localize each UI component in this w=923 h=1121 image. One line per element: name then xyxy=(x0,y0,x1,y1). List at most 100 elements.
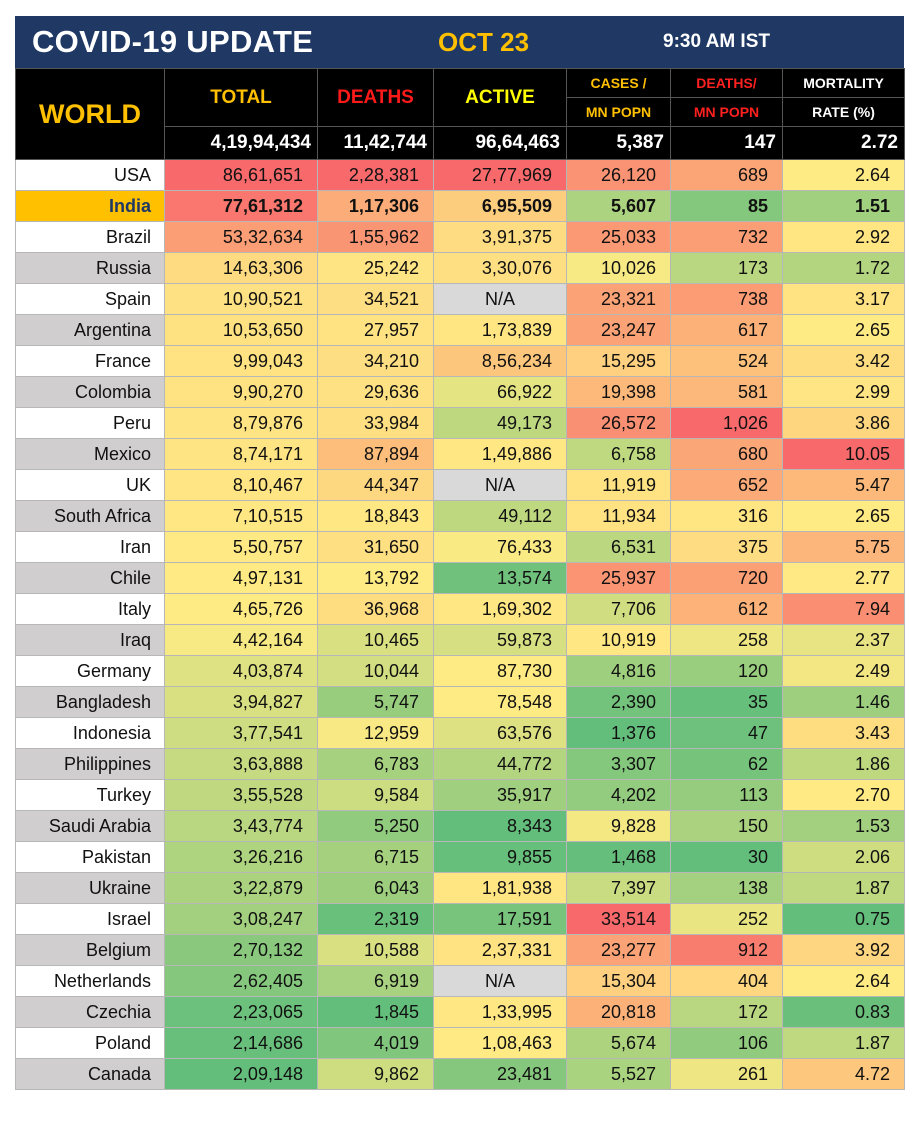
cell-total: 5,50,757 xyxy=(164,531,318,563)
cell-active: 1,49,886 xyxy=(433,438,567,470)
cell-mortality: 1.53 xyxy=(782,810,905,842)
table-row: Spain 10,90,521 34,521 N/A 23,321 738 3.17 xyxy=(15,283,905,315)
cell-deaths-per-mn: 524 xyxy=(670,345,783,377)
cell-deaths-per-mn: 172 xyxy=(670,996,783,1028)
country-name: Canada xyxy=(15,1058,165,1090)
cell-deaths: 31,650 xyxy=(317,531,434,563)
page-title: COVID-19 UPDATE xyxy=(32,24,314,59)
country-name: Peru xyxy=(15,407,165,439)
cell-cases-per-mn: 33,514 xyxy=(566,903,671,935)
cell-cases-per-mn: 19,398 xyxy=(566,376,671,408)
cell-active: N/A xyxy=(433,965,567,997)
table-row: Colombia 9,90,270 29,636 66,922 19,398 581 2.9… xyxy=(15,376,905,408)
cell-mortality: 2.64 xyxy=(782,965,905,997)
cell-deaths-per-mn: 35 xyxy=(670,686,783,718)
cell-total: 3,26,216 xyxy=(164,841,318,873)
table-row: Russia 14,63,306 25,242 3,30,076 10,026 173 1.… xyxy=(15,252,905,284)
cell-cases-per-mn: 23,247 xyxy=(566,314,671,346)
cell-mortality: 1.72 xyxy=(782,252,905,284)
cell-deaths-per-mn: 732 xyxy=(670,221,783,253)
cell-deaths: 1,55,962 xyxy=(317,221,434,253)
country-name: Germany xyxy=(15,655,165,687)
cell-active: 78,548 xyxy=(433,686,567,718)
cell-cases-per-mn: 1,376 xyxy=(566,717,671,749)
country-name: Philippines xyxy=(15,748,165,780)
world-total: 4,19,94,434 xyxy=(164,126,318,160)
country-name: Ukraine xyxy=(15,872,165,904)
table-row: South Africa 7,10,515 18,843 49,112 11,934 31… xyxy=(15,500,905,532)
cell-deaths: 27,957 xyxy=(317,314,434,346)
country-name: Colombia xyxy=(15,376,165,408)
cell-active: 8,343 xyxy=(433,810,567,842)
cell-deaths-per-mn: 120 xyxy=(670,655,783,687)
cell-total: 3,63,888 xyxy=(164,748,318,780)
table-row: Germany 4,03,874 10,044 87,730 4,816 120 2.49 xyxy=(15,655,905,687)
country-name: Bangladesh xyxy=(15,686,165,718)
table-row: Czechia 2,23,065 1,845 1,33,995 20,818 172 0.8… xyxy=(15,996,905,1028)
cell-total: 2,23,065 xyxy=(164,996,318,1028)
cell-deaths-per-mn: 252 xyxy=(670,903,783,935)
cell-active: 9,855 xyxy=(433,841,567,873)
table-row: France 9,99,043 34,210 8,56,234 15,295 524 3.4… xyxy=(15,345,905,377)
cell-active: 76,433 xyxy=(433,531,567,563)
cell-deaths-per-mn: 738 xyxy=(670,283,783,315)
cell-mortality: 3.92 xyxy=(782,934,905,966)
table-row: USA 86,61,651 2,28,381 27,77,969 26,120 689 2.… xyxy=(15,159,905,191)
header-row-bottom: MN POPN MN POPN RATE (%) xyxy=(16,97,905,127)
cell-cases-per-mn: 25,937 xyxy=(566,562,671,594)
cell-active: 1,33,995 xyxy=(433,996,567,1028)
cell-deaths: 10,044 xyxy=(317,655,434,687)
cell-cases-per-mn: 5,674 xyxy=(566,1027,671,1059)
cell-total: 53,32,634 xyxy=(164,221,318,253)
cell-total: 3,77,541 xyxy=(164,717,318,749)
cell-cases-per-mn: 6,758 xyxy=(566,438,671,470)
cell-active: 3,30,076 xyxy=(433,252,567,284)
cell-total: 4,65,726 xyxy=(164,593,318,625)
world-deaths-per-mn: 147 xyxy=(670,126,783,160)
cell-mortality: 3.42 xyxy=(782,345,905,377)
cell-mortality: 1.87 xyxy=(782,872,905,904)
table-row: Belgium 2,70,132 10,588 2,37,331 23,277 912 3.… xyxy=(15,934,905,966)
report-time: 9:30 AM IST xyxy=(663,31,770,52)
cell-deaths-per-mn: 173 xyxy=(670,252,783,284)
table-row: Iran 5,50,757 31,650 76,433 6,531 375 5.75 xyxy=(15,531,905,563)
cell-mortality: 2.37 xyxy=(782,624,905,656)
header-mortality-top: MORTALITY xyxy=(782,68,905,98)
table-row: Turkey 3,55,528 9,584 35,917 4,202 113 2.70 xyxy=(15,779,905,811)
cell-active: 1,73,839 xyxy=(433,314,567,346)
cell-total: 10,90,521 xyxy=(164,283,318,315)
cell-active: 23,481 xyxy=(433,1058,567,1090)
cell-mortality: 5.75 xyxy=(782,531,905,563)
cell-cases-per-mn: 4,816 xyxy=(566,655,671,687)
cell-deaths-per-mn: 138 xyxy=(670,872,783,904)
world-active: 96,64,463 xyxy=(433,126,567,160)
cell-active: 63,576 xyxy=(433,717,567,749)
cell-deaths: 34,210 xyxy=(317,345,434,377)
world-label: WORLD xyxy=(15,68,165,160)
cell-mortality: 4.72 xyxy=(782,1058,905,1090)
cell-cases-per-mn: 4,202 xyxy=(566,779,671,811)
cell-active: 59,873 xyxy=(433,624,567,656)
cell-mortality: 2.64 xyxy=(782,159,905,191)
cell-total: 2,70,132 xyxy=(164,934,318,966)
cell-cases-per-mn: 15,304 xyxy=(566,965,671,997)
cell-total: 3,43,774 xyxy=(164,810,318,842)
cell-deaths-per-mn: 375 xyxy=(670,531,783,563)
cell-mortality: 7.94 xyxy=(782,593,905,625)
header-deaths-per-mn-bottom: MN POPN xyxy=(670,97,783,127)
table-row: Italy 4,65,726 36,968 1,69,302 7,706 612 7.94 xyxy=(15,593,905,625)
table-row: Poland 2,14,686 4,019 1,08,463 5,674 106 1.87 xyxy=(15,1027,905,1059)
cell-deaths: 12,959 xyxy=(317,717,434,749)
cell-cases-per-mn: 5,527 xyxy=(566,1058,671,1090)
cell-active: 44,772 xyxy=(433,748,567,780)
cell-mortality: 1.86 xyxy=(782,748,905,780)
cell-mortality: 2.06 xyxy=(782,841,905,873)
cell-mortality: 0.83 xyxy=(782,996,905,1028)
cell-cases-per-mn: 11,934 xyxy=(566,500,671,532)
world-mortality: 2.72 xyxy=(782,126,905,160)
cell-active: 49,112 xyxy=(433,500,567,532)
country-name: Indonesia xyxy=(15,717,165,749)
cell-deaths-per-mn: 1,026 xyxy=(670,407,783,439)
cell-total: 4,03,874 xyxy=(164,655,318,687)
cell-mortality: 3.86 xyxy=(782,407,905,439)
